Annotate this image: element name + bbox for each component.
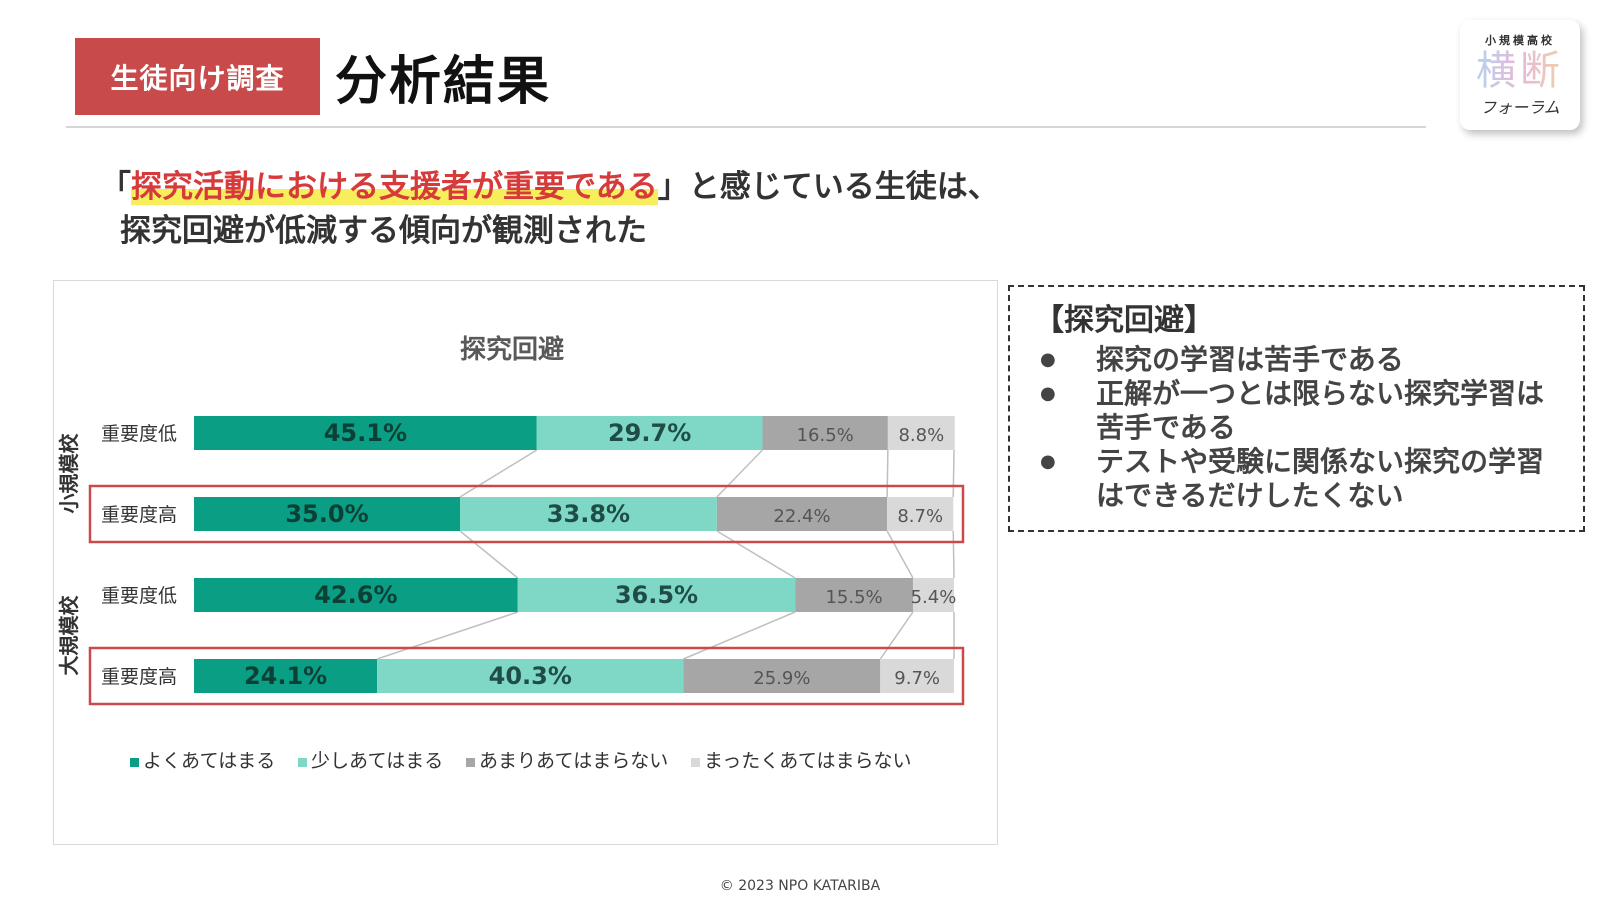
- data-label: 9.7%: [894, 668, 940, 689]
- forum-logo: 小規模高校 横断 フォーラム: [1460, 20, 1580, 130]
- title-divider: [66, 126, 1426, 128]
- bar-segment: [795, 578, 913, 612]
- data-label: 40.3%: [489, 662, 572, 690]
- headline: 「探究活動における支援者が重要である」と感じている生徒は、 探究回避が低減する傾…: [100, 165, 999, 253]
- series-connector-line: [886, 449, 889, 498]
- note-item: テストや受験に関係ない探究の学習はできるだけしたくない: [1034, 445, 1559, 513]
- series-connector-line: [459, 449, 538, 498]
- bar-segment: [536, 416, 763, 450]
- data-label: 8.8%: [898, 425, 944, 446]
- category-label: 重要度低: [101, 585, 177, 607]
- series-connector-line: [716, 530, 796, 579]
- category-label: 重要度低: [101, 423, 177, 445]
- data-label: 29.7%: [608, 419, 691, 447]
- series-connector-line: [886, 530, 914, 579]
- bar-segment: [683, 659, 881, 693]
- legend-swatch: [130, 758, 139, 767]
- data-label: 35.0%: [285, 500, 368, 528]
- legend-swatch: [298, 758, 307, 767]
- chart-frame: 探究回避 45.1% 29.7% 16.5% 8.8% 重要度低 35.0% 33.8% 22.…: [53, 280, 998, 845]
- series-connector-line: [716, 449, 764, 498]
- logo-top-text: 小規模高校: [1485, 34, 1555, 47]
- data-label: 33.8%: [547, 500, 630, 528]
- bar-segment: [887, 497, 954, 531]
- bar-segment: [517, 578, 796, 612]
- data-label: 42.6%: [314, 581, 397, 609]
- bar-segment: [460, 497, 717, 531]
- chart-title: 探究回避: [460, 334, 564, 365]
- page-title: 分析結果: [335, 52, 552, 112]
- bar-segment: [194, 578, 518, 612]
- note-list: 探究の学習は苦手である 正解が一つとは限らない探究学習は苦手である テストや受験…: [1034, 343, 1559, 513]
- legend-label: よくあてはまる: [143, 750, 275, 772]
- highlight-box: [88, 646, 965, 706]
- bar-segment: [912, 578, 954, 612]
- legend-label: 少しあてはまる: [311, 750, 443, 772]
- category-label: 重要度高: [101, 504, 177, 526]
- headline-line2: 探究回避が低減する傾向が観測された: [120, 213, 647, 249]
- legend-label: まったくあてはまらない: [704, 750, 911, 772]
- highlight-box: [88, 484, 965, 544]
- survey-tag-badge: 生徒向け調査: [75, 38, 320, 115]
- bar-segment: [194, 497, 460, 531]
- group-label: 大規模校: [57, 595, 81, 676]
- series-connector-line: [459, 530, 519, 579]
- bar-segment: [887, 416, 955, 450]
- series-connector-line: [376, 611, 518, 660]
- series-connector-line: [879, 611, 914, 660]
- series-connector-line: [952, 449, 955, 498]
- bar-segment: [716, 497, 888, 531]
- data-label: 45.1%: [324, 419, 407, 447]
- definition-note-box: 【探究回避】 探究の学習は苦手である 正解が一つとは限らない探究学習は苦手である…: [1008, 285, 1585, 532]
- logo-main-text: 横断: [1476, 48, 1564, 94]
- copyright: © 2023 NPO KATARIBA: [719, 878, 881, 894]
- data-label: 24.1%: [244, 662, 327, 690]
- logo-sub-text: フォーラム: [1480, 98, 1560, 117]
- group-label: 小規模校: [57, 433, 81, 514]
- bar-segment: [194, 416, 537, 450]
- note-item: 探究の学習は苦手である: [1034, 343, 1559, 377]
- legend-label: あまりあてはまらない: [479, 750, 668, 772]
- bar-segment: [762, 416, 888, 450]
- bar-segment: [194, 659, 378, 693]
- note-item: 正解が一つとは限らない探究学習は苦手である: [1034, 377, 1559, 445]
- series-connector-line: [683, 611, 796, 660]
- bar-segment: [880, 659, 954, 693]
- note-heading: 【探究回避】: [1034, 303, 1214, 338]
- data-label: 8.7%: [897, 506, 943, 527]
- series-connector-line: [952, 530, 955, 579]
- data-label: 25.9%: [753, 668, 810, 689]
- category-label: 重要度高: [101, 666, 177, 688]
- legend-swatch: [466, 758, 475, 767]
- data-label: 16.5%: [797, 425, 854, 446]
- headline-open-quote: 「: [100, 169, 131, 205]
- bar-segment: [377, 659, 684, 693]
- data-label: 36.5%: [615, 581, 698, 609]
- headline-rest: 」と感じている生徒は、: [657, 169, 999, 205]
- legend-swatch: [691, 758, 700, 767]
- data-label: 5.4%: [911, 587, 957, 608]
- headline-highlight: 探究活動における支援者が重要である: [131, 169, 658, 205]
- data-label: 15.5%: [825, 587, 882, 608]
- data-label: 22.4%: [773, 506, 830, 527]
- stacked-bar-chart: 探究回避 45.1% 29.7% 16.5% 8.8% 重要度低 35.0% 33.8% 22.…: [57, 334, 965, 772]
